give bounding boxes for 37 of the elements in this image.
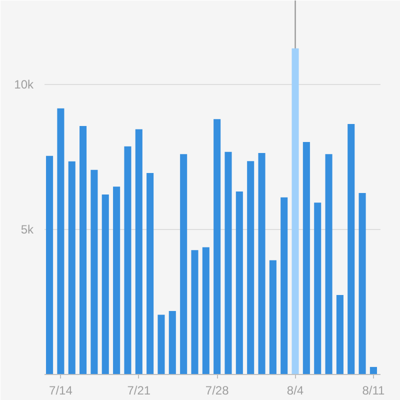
bar	[102, 194, 109, 374]
bar	[236, 192, 243, 374]
bar	[80, 126, 87, 374]
bar	[214, 119, 221, 374]
x-tick-label: 8/4	[286, 384, 304, 398]
bar	[57, 108, 64, 374]
bar	[46, 156, 54, 374]
bar	[280, 197, 288, 374]
bar	[370, 366, 377, 374]
bar	[191, 250, 198, 374]
bar	[247, 161, 254, 374]
bar	[146, 173, 154, 374]
y-tick-label: 5k	[20, 222, 34, 237]
y-tick-label: 10k	[14, 78, 34, 92]
bar	[90, 170, 98, 374]
bar	[202, 247, 210, 374]
bar	[113, 186, 120, 374]
bar	[224, 152, 232, 374]
x-tick-label: 7/28	[205, 384, 230, 398]
bar	[180, 154, 188, 374]
x-tick-label: 8/11	[362, 384, 386, 398]
bar	[292, 48, 299, 374]
bar	[269, 260, 276, 374]
bar	[124, 146, 132, 374]
bar	[68, 161, 76, 374]
bar	[336, 295, 344, 374]
bar	[258, 153, 266, 374]
bar	[135, 129, 142, 374]
bar	[358, 193, 366, 374]
x-tick-label: 7/14	[49, 384, 73, 398]
bar	[168, 311, 176, 374]
bar	[302, 142, 310, 374]
bar	[314, 202, 322, 374]
x-tick-label: 7/21	[127, 384, 151, 398]
bar	[158, 314, 165, 374]
bar	[325, 154, 332, 374]
bar	[348, 124, 355, 374]
